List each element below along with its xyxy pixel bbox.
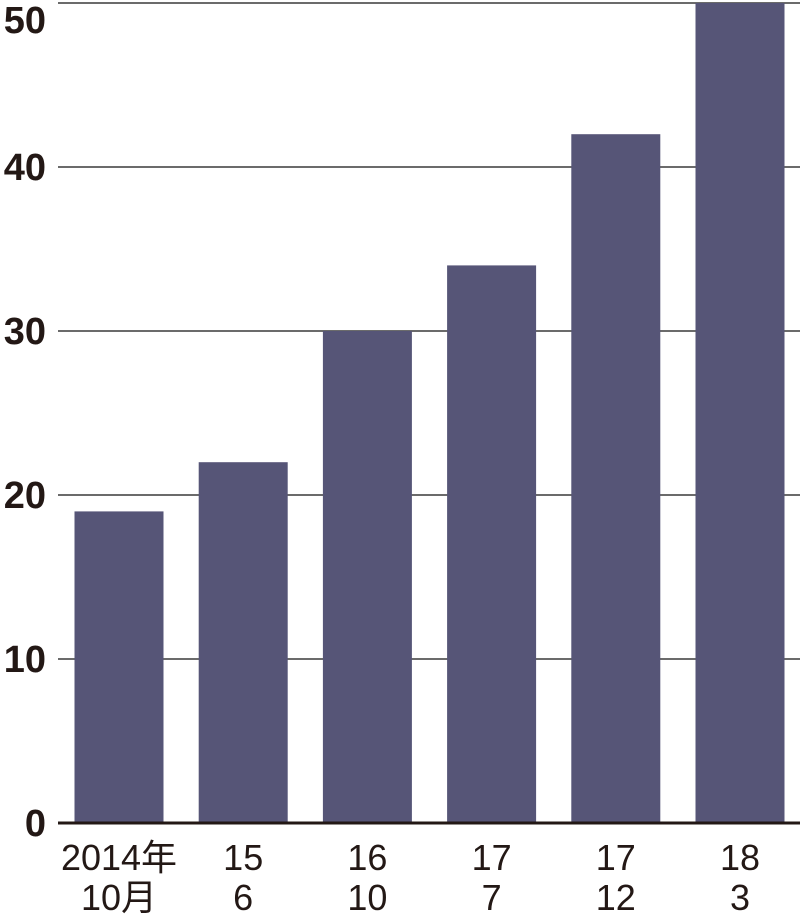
x-tick-label-5: 183 [720, 837, 760, 914]
x-tick-label-3: 177 [472, 837, 512, 914]
x-tick-label-1-line1: 15 [223, 837, 263, 878]
x-tick-label-2-line1: 16 [347, 837, 387, 878]
x-tick-label-4-line2: 12 [596, 877, 636, 914]
bars [74, 3, 785, 823]
x-tick-label-5-line1: 18 [720, 837, 760, 878]
x-tick-label-0-line2: 10月 [81, 877, 157, 914]
y-tick-label-10: 10 [4, 639, 46, 681]
grid-lines [58, 2, 800, 660]
x-tick-label-4-line1: 17 [596, 837, 636, 878]
y-tick-label-30: 30 [4, 311, 46, 353]
y-tick-label-20: 20 [4, 475, 46, 517]
x-tick-label-2-line2: 10 [347, 877, 387, 914]
bar-4 [571, 134, 661, 823]
bar-2 [322, 331, 412, 823]
x-tick-label-1: 156 [223, 837, 263, 914]
x-tick-label-0-line1: 2014年 [61, 837, 177, 878]
x-tick-label-3-line2: 7 [482, 877, 502, 914]
y-axis-tick-labels: 0 10 20 30 40 50 [4, 0, 46, 845]
x-tick-label-3-line1: 17 [472, 837, 512, 878]
y-tick-label-50: 50 [4, 0, 46, 42]
bar-1 [198, 462, 288, 823]
bar-3 [447, 265, 537, 823]
bar-0 [74, 511, 164, 823]
bar-5 [695, 3, 785, 823]
x-tick-label-1-line2: 6 [233, 877, 253, 914]
x-tick-label-5-line2: 3 [730, 877, 750, 914]
y-tick-label-40: 40 [4, 147, 46, 189]
y-tick-label-0: 0 [25, 803, 46, 845]
